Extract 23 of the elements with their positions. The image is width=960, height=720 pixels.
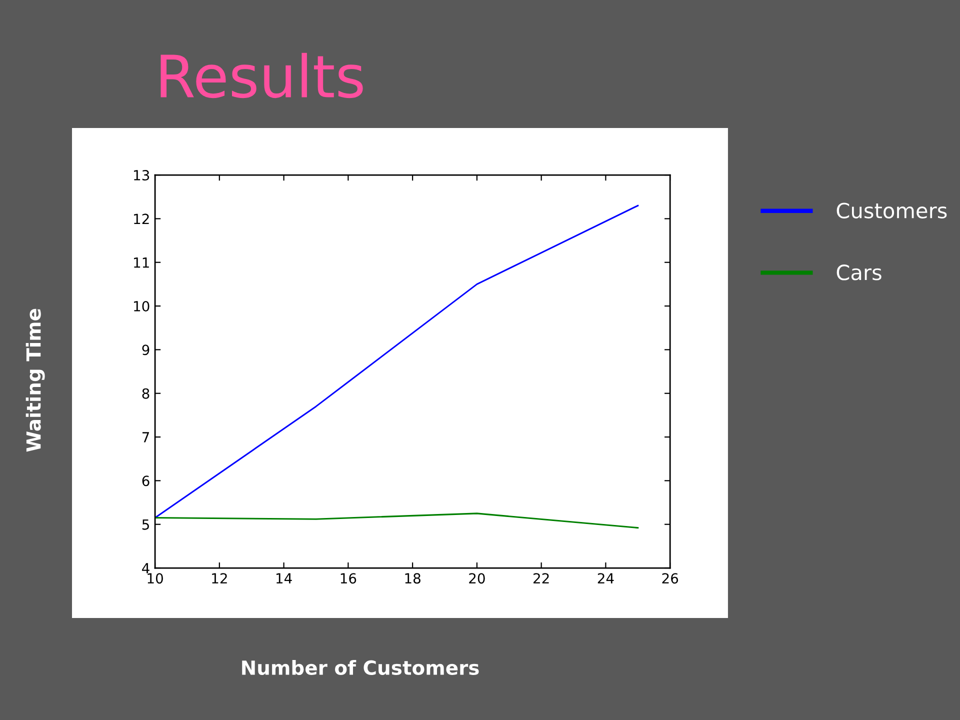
y-tick-label: 8	[142, 388, 150, 399]
y-axis-title: Waiting Time	[26, 308, 45, 452]
y-tick-label: 10	[134, 300, 150, 312]
x-tick-label: 22	[534, 573, 549, 584]
x-tick-label: 12	[212, 573, 227, 584]
y-tick-label: 11	[134, 258, 149, 268]
y-tick-label: 12	[134, 214, 149, 224]
y-tick-label: 4	[142, 563, 150, 574]
chart-title: Results	[160, 52, 363, 98]
x-tick-label: 16	[340, 573, 356, 584]
x-tick-label: 18	[405, 573, 420, 584]
x-axis-title: Number of Customers	[242, 660, 479, 676]
y-tick-label: 9	[142, 344, 150, 356]
y-tick-label: 6	[142, 476, 150, 486]
x-tick-label: 24	[598, 573, 614, 584]
legend-label: Customers	[836, 202, 947, 218]
y-tick-label: 13	[134, 170, 150, 181]
y-tick-label: 5	[142, 519, 149, 530]
legend-label: Cars	[836, 264, 882, 280]
x-tick-label: 20	[469, 573, 485, 584]
x-tick-label: 26	[662, 573, 678, 584]
y-tick-label: 7	[142, 432, 149, 442]
x-tick-label: 14	[276, 573, 292, 584]
